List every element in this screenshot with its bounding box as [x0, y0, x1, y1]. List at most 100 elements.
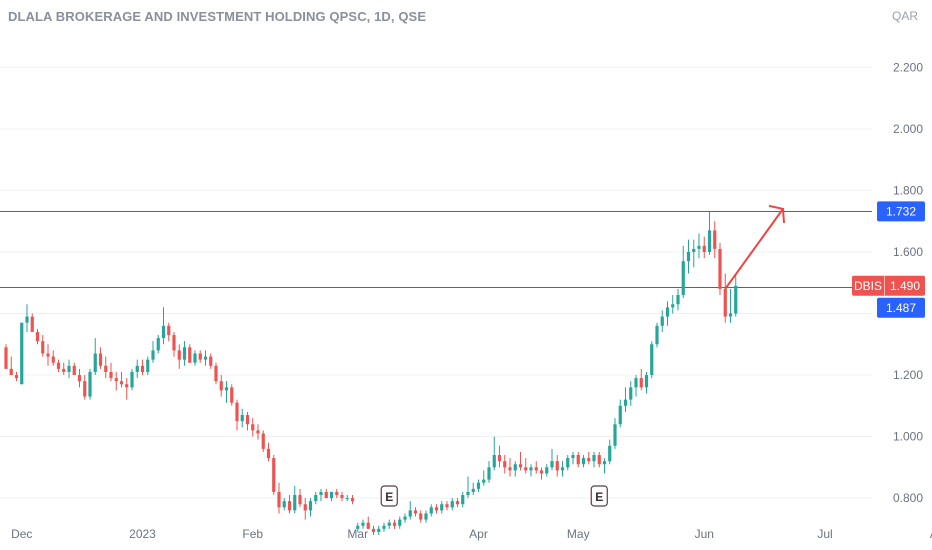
candle-body: [172, 335, 176, 351]
candle-body: [450, 501, 454, 508]
candle-body: [319, 491, 323, 496]
candle-body: [9, 368, 13, 376]
candle-body: [366, 522, 370, 529]
candle-body: [429, 507, 433, 514]
candle-body: [576, 455, 580, 465]
x-tick-label: Aug: [930, 527, 932, 541]
earnings-event-marker[interactable]: [590, 485, 608, 507]
y-tick-label: 1.600: [893, 245, 923, 259]
candle-body: [104, 365, 108, 372]
candle-body: [146, 359, 150, 372]
candle-body: [692, 248, 696, 252]
candle-body: [513, 464, 517, 471]
candle-body: [602, 461, 607, 465]
candle-body: [272, 458, 276, 492]
candle-body: [555, 461, 559, 471]
candle-body: [424, 513, 428, 520]
time-axis[interactable]: Dec 2023 Feb Mar Apr May Jun Jul Aug: [11, 527, 932, 541]
candle-body: [445, 504, 449, 508]
candle-body: [198, 353, 202, 360]
y-tick-label: 2.200: [893, 60, 923, 74]
price-axis[interactable]: QAR 0.8001.0001.2001.4001.6001.8002.0002…: [892, 9, 923, 505]
candle-body: [361, 522, 365, 526]
y-tick-label: 1.000: [893, 430, 923, 444]
candle-body: [83, 381, 87, 397]
candle-body: [440, 504, 444, 511]
candle-body: [235, 402, 239, 422]
arrow-shaft[interactable]: [724, 208, 784, 290]
candle-body: [471, 488, 475, 492]
candle-body: [629, 387, 633, 400]
candle-body: [387, 522, 391, 526]
y-tick-label: 2.000: [893, 122, 923, 136]
candle-body: [713, 230, 717, 249]
candle-body: [639, 378, 643, 388]
candle-body: [487, 467, 491, 480]
currency-label: QAR: [892, 9, 918, 23]
candle-body: [151, 350, 155, 360]
candle-body: [408, 510, 412, 517]
candle-body: [203, 356, 208, 360]
last-price-value: 1.490: [890, 279, 920, 293]
trend-arrow[interactable]: [724, 204, 785, 290]
candle-body: [119, 381, 124, 385]
candle-body: [508, 467, 512, 471]
candle-body: [419, 513, 423, 520]
candle-body: [350, 498, 355, 502]
earnings-event-marker[interactable]: [380, 485, 398, 507]
candle-body: [98, 353, 103, 366]
candle-body: [256, 430, 260, 434]
y-tick-label: 0.800: [893, 491, 923, 505]
candle-body: [245, 415, 250, 425]
candle-body: [676, 295, 680, 305]
candle-body: [665, 307, 670, 317]
x-tick-label: May: [567, 527, 590, 541]
candle-body: [534, 467, 538, 471]
candle-body: [25, 316, 29, 323]
symbol-label: DBIS: [854, 279, 882, 293]
price-tag: [877, 297, 925, 318]
candle-body: [282, 501, 286, 508]
candle-body: [72, 365, 76, 376]
candle-body: [560, 467, 565, 471]
candle-body: [93, 353, 97, 372]
candle-body: [608, 445, 612, 462]
candle-body: [655, 325, 659, 345]
candle-body: [209, 356, 213, 366]
arrow-head[interactable]: [768, 204, 785, 223]
earnings-event-label: E: [595, 490, 603, 504]
candle-body: [398, 519, 402, 526]
candle-body: [125, 384, 129, 388]
candle-body: [224, 387, 229, 391]
candle-body: [434, 507, 439, 511]
candle-body: [413, 510, 418, 514]
candle-body: [277, 491, 281, 508]
candle-body: [88, 371, 92, 397]
candle-body: [455, 501, 460, 505]
candle-body: [329, 491, 334, 499]
x-tick-label: Dec: [11, 527, 32, 541]
x-tick-label: Apr: [469, 527, 488, 541]
candle-body: [340, 495, 344, 499]
candle-body: [718, 248, 722, 289]
candles: [4, 211, 738, 535]
price-tag: [877, 201, 925, 222]
horizontal-lines[interactable]: [0, 211, 872, 288]
candle-body: [303, 504, 307, 511]
candle-body: [219, 381, 223, 391]
candle-body: [550, 461, 554, 468]
candle-body: [182, 347, 187, 360]
candle-body: [671, 304, 675, 308]
candle-body: [377, 528, 381, 532]
candle-body: [251, 424, 255, 431]
candle-body: [314, 495, 318, 502]
candle-body: [587, 458, 591, 462]
y-tick-label: 1.800: [893, 183, 923, 197]
price-tags: 1.732 1.487 DBIS 1.490: [852, 201, 925, 318]
candle-body: [51, 356, 55, 363]
candle-body: [650, 344, 654, 376]
candle-body: [707, 230, 712, 252]
candle-body: [581, 458, 586, 465]
